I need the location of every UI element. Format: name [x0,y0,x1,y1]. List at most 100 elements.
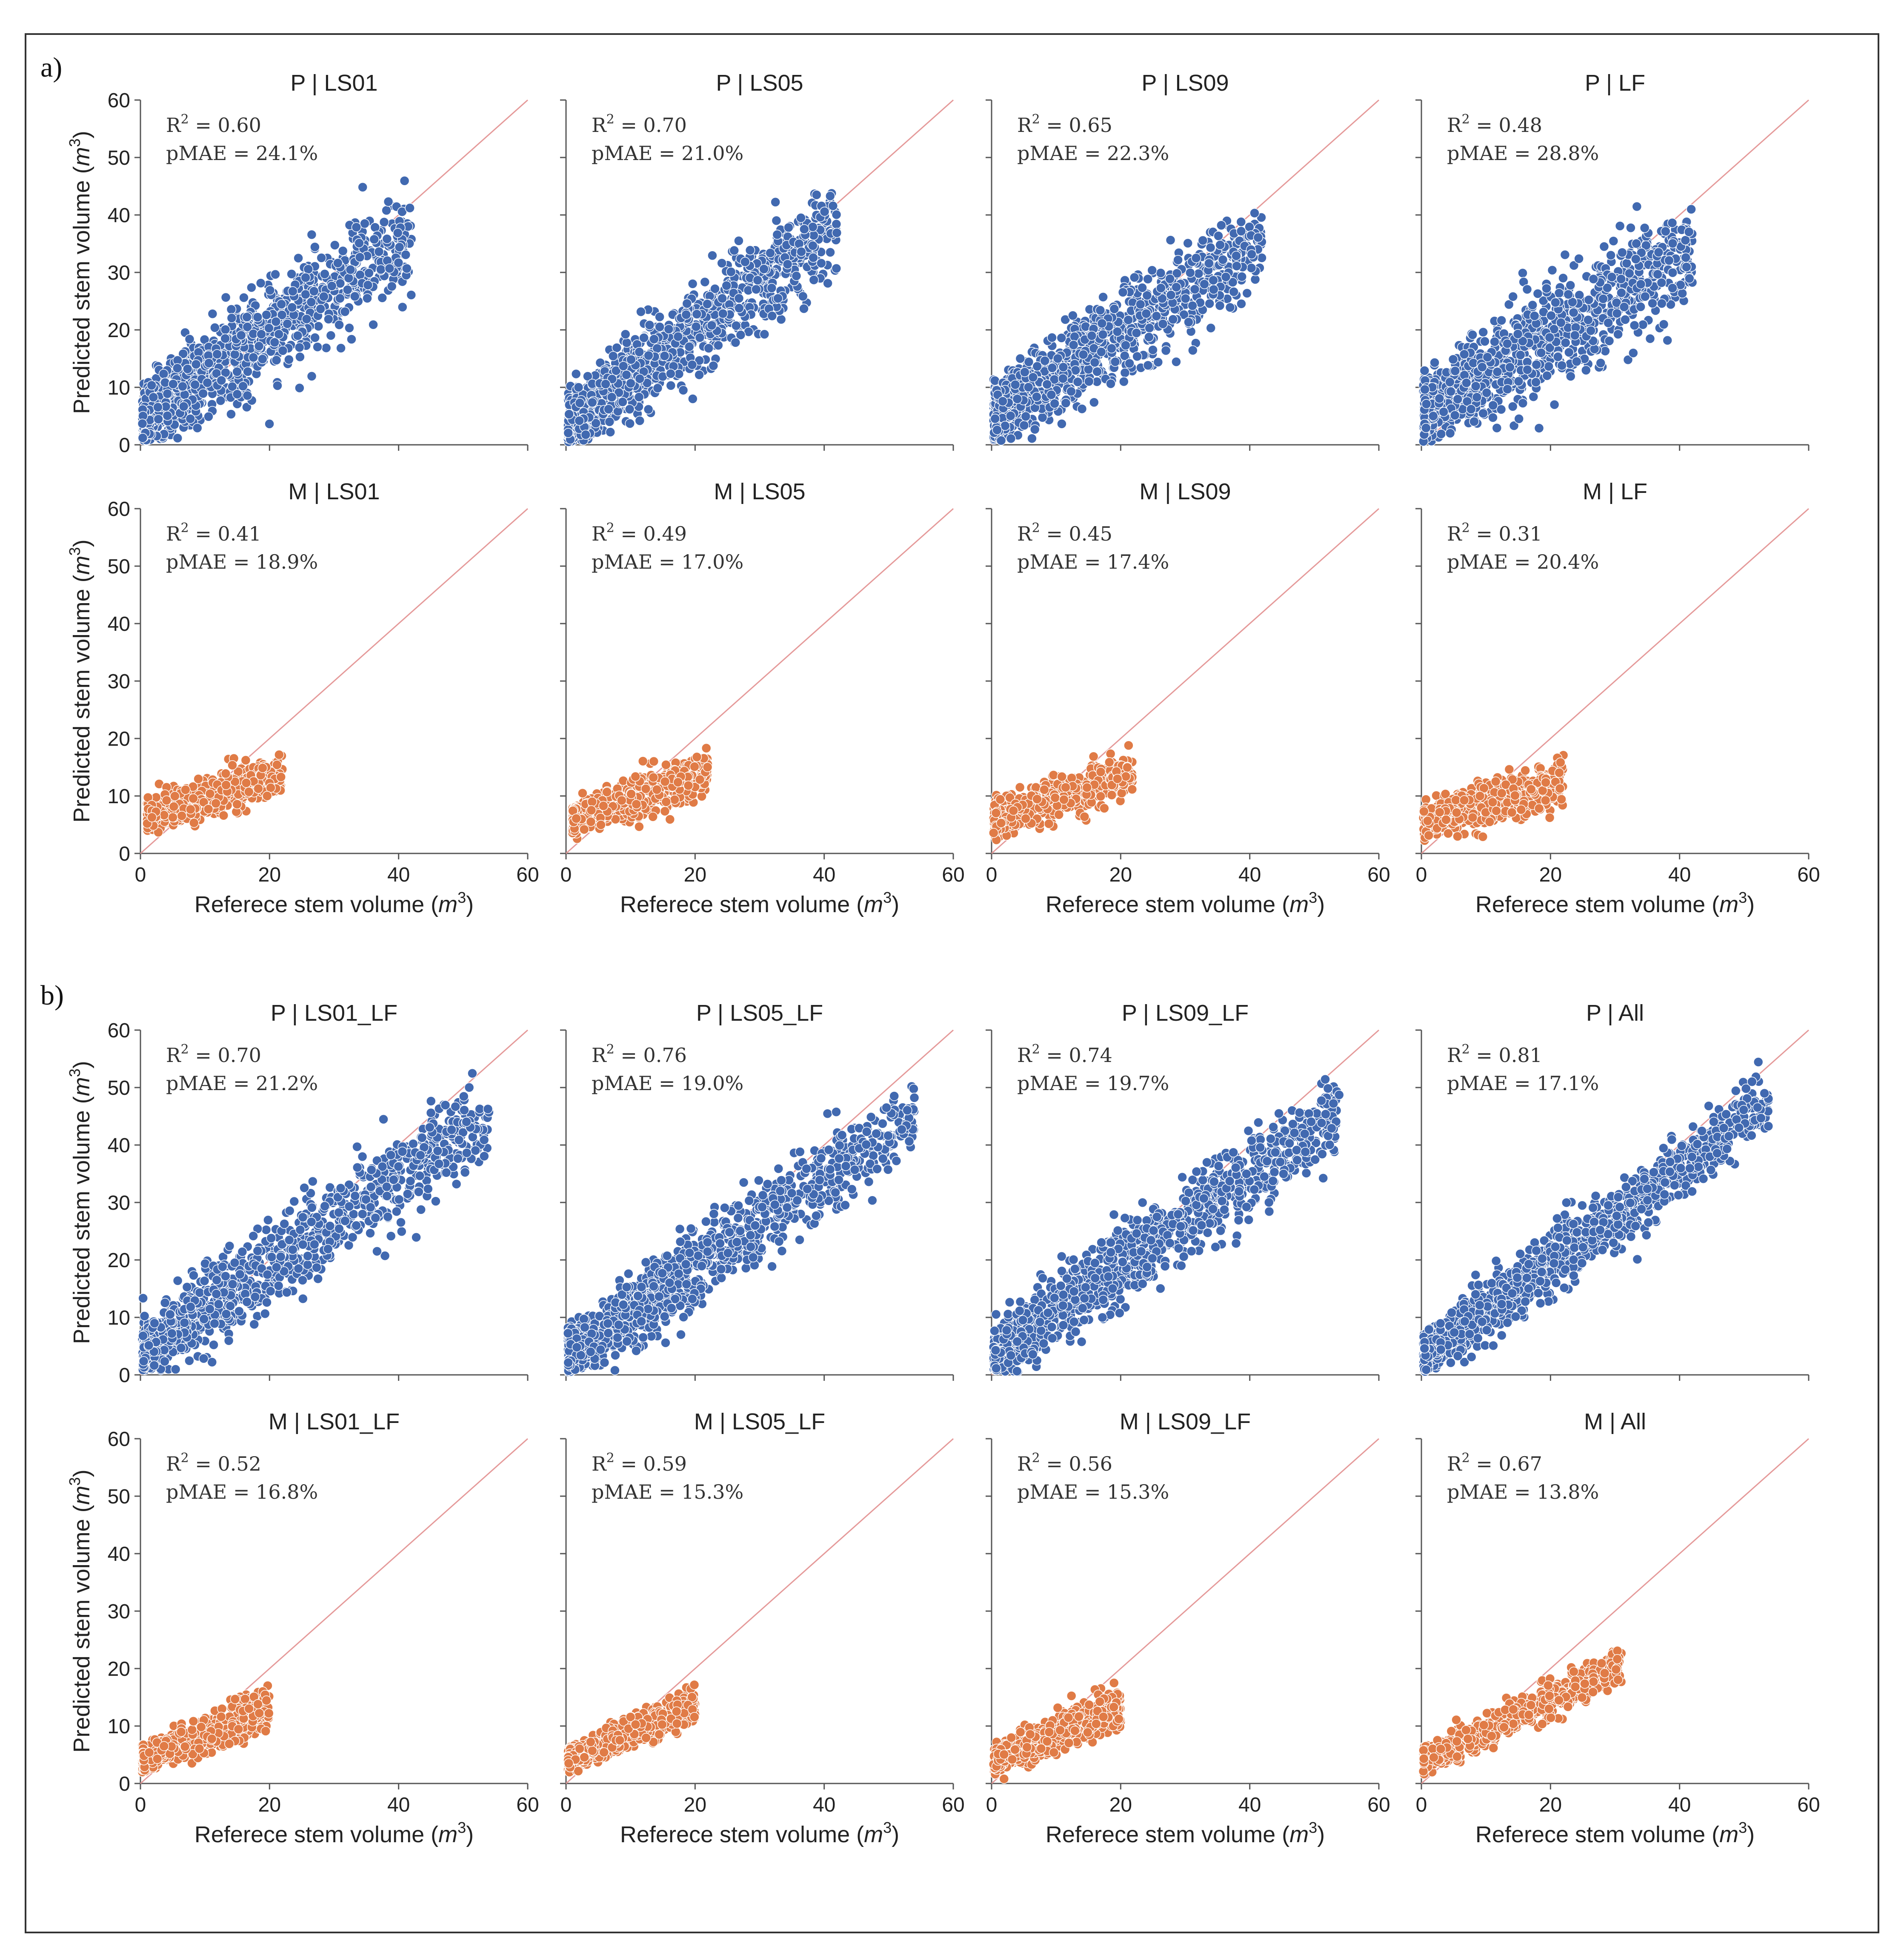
data-point [1156,283,1166,293]
data-point [1047,332,1057,343]
data-point [1513,376,1524,386]
data-point [1118,287,1128,298]
data-point [635,415,645,426]
data-point [740,257,750,267]
data-point [1565,280,1575,290]
data-point [1488,412,1498,423]
data-point [1046,389,1057,400]
data-point [831,209,842,220]
data-point [1667,283,1678,293]
data-point [603,404,614,415]
data-point [1112,326,1123,337]
data-point [1558,273,1568,283]
data-point [376,264,386,275]
data-point [256,329,266,339]
data-point [310,332,320,343]
y-tick-label: 40 [108,204,130,227]
data-point [1056,333,1067,343]
data-point [703,343,714,353]
data-point [1061,398,1071,408]
data-point [330,240,340,250]
data-point [666,381,676,391]
data-point [1129,272,1140,283]
data-point [1095,305,1106,315]
data-point [1019,420,1029,431]
data-point [1037,412,1048,423]
data-point [334,320,344,330]
data-point [643,350,654,361]
data-point [190,379,200,390]
data-point [1148,345,1158,355]
data-point [1077,404,1087,414]
data-point [1428,411,1438,421]
data-point [137,432,148,443]
data-point [1508,292,1518,302]
data-point [574,415,585,426]
data-point [271,316,281,327]
data-point [1518,268,1528,278]
data-point [146,380,157,391]
y-tick-label: 30 [108,670,130,693]
data-point [695,332,705,343]
data-point [402,263,412,274]
data-point [1658,319,1669,329]
data-point [288,286,298,297]
data-point [1681,252,1691,263]
data-point [335,293,345,303]
data-point [1599,241,1610,252]
panel-title: P | LS01 [290,70,377,96]
data-point [655,322,665,332]
data-point [232,366,242,377]
data-point [236,330,246,341]
data-point [1624,268,1635,278]
data-point [1189,284,1200,295]
data-point [207,309,218,319]
data-point [1481,387,1492,398]
data-point [1645,333,1655,344]
data-point [1514,414,1524,424]
data-point [1616,288,1627,298]
data-point [1565,371,1576,381]
data-point [1208,275,1218,286]
data-point [791,271,802,281]
data-point [137,418,148,429]
data-point [808,240,818,251]
data-point [1549,399,1560,410]
data-point [1632,201,1642,212]
data-point [379,217,389,227]
data-point [1049,398,1060,409]
data-point [1629,320,1640,331]
data-point [382,234,392,244]
r2-annotation: R2 = 0.70 [592,112,687,137]
data-point [825,247,835,258]
data-point [1232,261,1242,271]
data-point [1015,353,1026,364]
data-point [337,246,348,256]
data-point [239,292,249,303]
data-point [621,338,632,348]
data-point [587,397,598,408]
data-point [620,329,631,339]
data-point [340,306,350,317]
data-point [1552,352,1563,362]
data-point [1478,408,1488,418]
data-point [1502,384,1512,394]
data-point [1236,298,1246,309]
data-point [1527,300,1538,310]
data-point [300,272,311,283]
data-point [1550,297,1561,308]
y-tick-label: 10 [108,785,130,808]
data-point [1560,249,1570,260]
data-point [571,369,581,379]
data-point [811,190,822,200]
data-point [1421,399,1432,409]
data-point [1165,274,1175,284]
data-point [321,343,332,353]
data-point [1124,358,1135,369]
data-point [1612,308,1622,319]
data-point [687,278,698,289]
data-point [1205,242,1216,253]
data-point [306,229,317,240]
data-point [734,293,744,303]
data-point [216,375,226,386]
